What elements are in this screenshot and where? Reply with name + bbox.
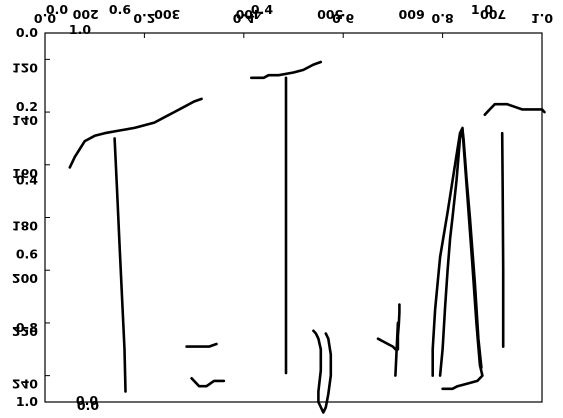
fraction-tick-label: 0.6 [16,246,38,261]
extra-label: 1.0 [471,2,493,17]
top-count-tick-label: 700 [480,7,506,22]
depth-tick-label: 220 [12,324,38,339]
trace-7 [312,329,333,414]
depth-tick-label: 200 [12,271,38,286]
fraction-tick-label: 0.4 [16,173,38,188]
top-fraction-tick-label: 0.4 [233,11,255,26]
left-axis-ticks: 120 140 160 180 200 220 240 0.0 0.2 0.4 0.6 0.8 1.0 [12,25,50,409]
top-fraction-tick-label: 0.8 [432,11,454,26]
top-count-tick-label: 500 [317,7,343,22]
extra-label: 0.0 [46,2,68,17]
trace-13 [500,131,505,348]
data-traces [68,60,546,414]
trace-12 [483,102,546,116]
depth-tick-label: 120 [12,60,38,75]
trace-4 [190,377,226,388]
fraction-tick-label: 0.0 [16,25,38,40]
trace-3 [185,342,218,348]
trace-10 [438,129,483,377]
extra-label: 1.0 [69,22,91,37]
top-fraction-tick-label: 0.0 [34,11,56,26]
bottom-label: 0.0 [77,398,99,413]
extra-label: 0.4 [251,2,273,17]
fraction-tick-label: 1.0 [16,394,38,409]
fraction-tick-label: 0.2 [16,99,38,114]
extra-label: 0.6 [109,2,131,17]
trace-1 [68,97,203,169]
depth-tick-label: 180 [12,219,38,234]
trace-9 [394,321,400,377]
depth-tick-label: 160 [12,166,38,181]
top-count-tick-label: 400 [235,7,261,22]
fraction-tick-label: 0.8 [16,320,38,335]
top-fraction-tick-label: 0.6 [332,11,354,26]
top-count-tick-label: 200 [72,7,98,22]
depth-tick-label: 140 [12,113,38,128]
trace-5 [250,60,323,80]
extra-labels: 1.00.00.01.00.40.60.0 [46,2,493,413]
depth-tick-label: 240 [12,377,38,392]
top-count-tick-label: 300 [154,7,180,22]
top-fraction-tick-label: 1.0 [531,11,553,26]
trace-11 [431,126,484,391]
trace-2 [113,137,127,393]
top-count-tick-label: 600 [398,7,424,22]
top-fraction-tick-label: 0.2 [133,11,155,26]
extra-label: 0.0 [76,393,98,408]
